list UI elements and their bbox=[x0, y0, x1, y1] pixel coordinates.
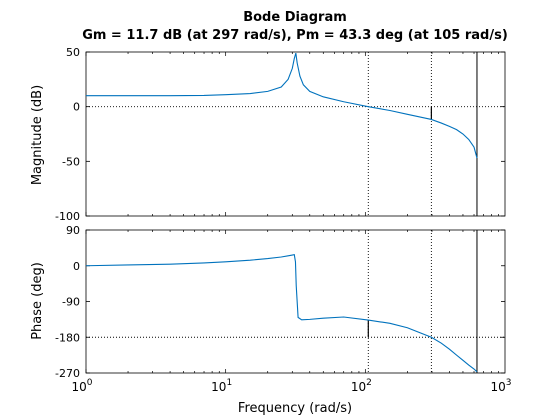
y-tick-label: 90 bbox=[66, 224, 80, 237]
x-tick-label: 102 bbox=[351, 378, 372, 394]
axes-frame bbox=[85, 229, 506, 374]
x-tick-label: 101 bbox=[211, 378, 232, 394]
magnitude-curve bbox=[86, 52, 478, 159]
x-axis-label: Frequency (rad/s) bbox=[238, 401, 352, 416]
y-tick-label: -50 bbox=[62, 155, 80, 168]
magnitude-y-label: Magnitude (dB) bbox=[30, 85, 45, 185]
magnitude-panel: -100 -50 0 50 bbox=[55, 46, 506, 223]
y-tick-label: -180 bbox=[55, 331, 80, 344]
axes-frame bbox=[85, 51, 506, 217]
chart-subtitle: Gm = 11.7 dB (at 297 rad/s), Pm = 43.3 d… bbox=[82, 28, 508, 43]
phase-y-label: Phase (deg) bbox=[30, 262, 45, 340]
chart-title: Bode Diagram bbox=[243, 10, 347, 25]
y-tick-label: 0 bbox=[73, 101, 80, 114]
x-tick-label: 100 bbox=[71, 378, 92, 394]
phase-curve bbox=[85, 253, 478, 373]
phase-panel: -270 -180 -90 0 90 100 101 102 103 bbox=[55, 224, 511, 394]
y-tick-label: 0 bbox=[73, 260, 80, 273]
y-tick-label: 50 bbox=[66, 46, 80, 59]
y-tick-label: -100 bbox=[55, 210, 80, 223]
y-tick-label: -90 bbox=[62, 296, 80, 309]
y-tick-label: -270 bbox=[55, 367, 80, 380]
x-tick-label: 103 bbox=[490, 378, 511, 394]
